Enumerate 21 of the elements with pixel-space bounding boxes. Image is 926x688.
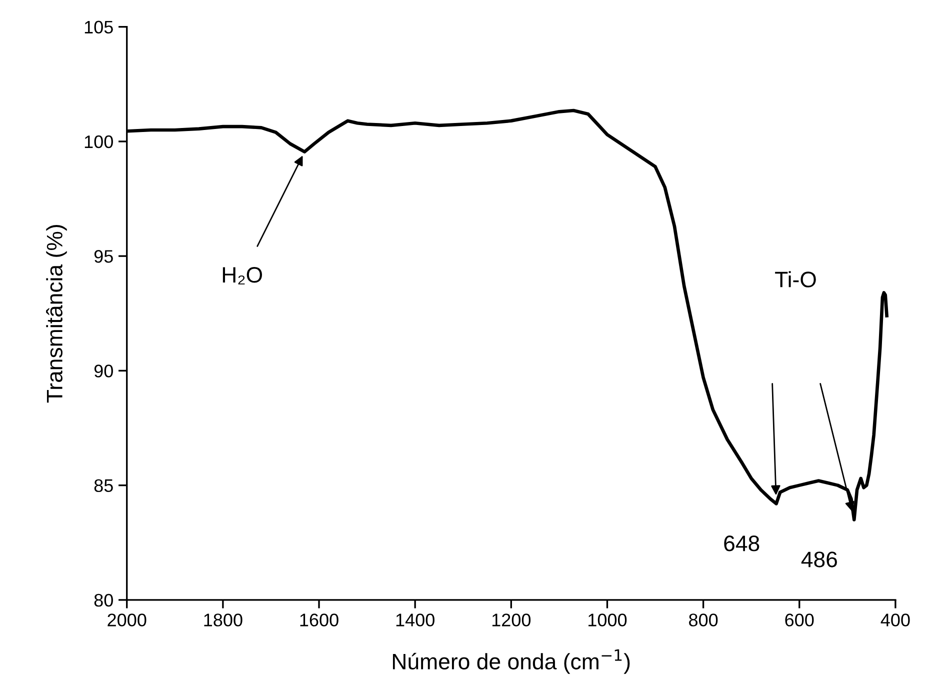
x-tick-label: 1000 (588, 614, 627, 626)
x-tick-label: 1800 (204, 614, 242, 626)
x-tick-label: 2000 (108, 614, 146, 626)
annotation: 648 (724, 536, 760, 552)
y-tick-label: 80 (94, 594, 113, 607)
x-tick-label: 600 (785, 614, 814, 626)
y-tick-label: 100 (84, 135, 113, 148)
y-tick-label: 85 (94, 479, 113, 492)
y-axis-title: Transmitância (%) (46, 225, 67, 403)
x-axis-title: Número de onda (cm$^{−1}$) (392, 649, 630, 674)
x-tick-label: 800 (689, 614, 718, 626)
y-tick-label: 105 (84, 20, 113, 34)
x-tick-label: 1200 (492, 614, 531, 626)
x-tick-label: 400 (880, 614, 910, 626)
y-tick-label: 90 (94, 364, 113, 378)
x-tick-label: 1600 (300, 614, 338, 626)
annotation: Ti-O (775, 271, 816, 288)
annotation: H₂O (222, 267, 262, 284)
annotation: 486 (801, 552, 837, 568)
y-tick-label: 95 (94, 250, 113, 263)
x-tick-label: 1400 (396, 614, 434, 626)
